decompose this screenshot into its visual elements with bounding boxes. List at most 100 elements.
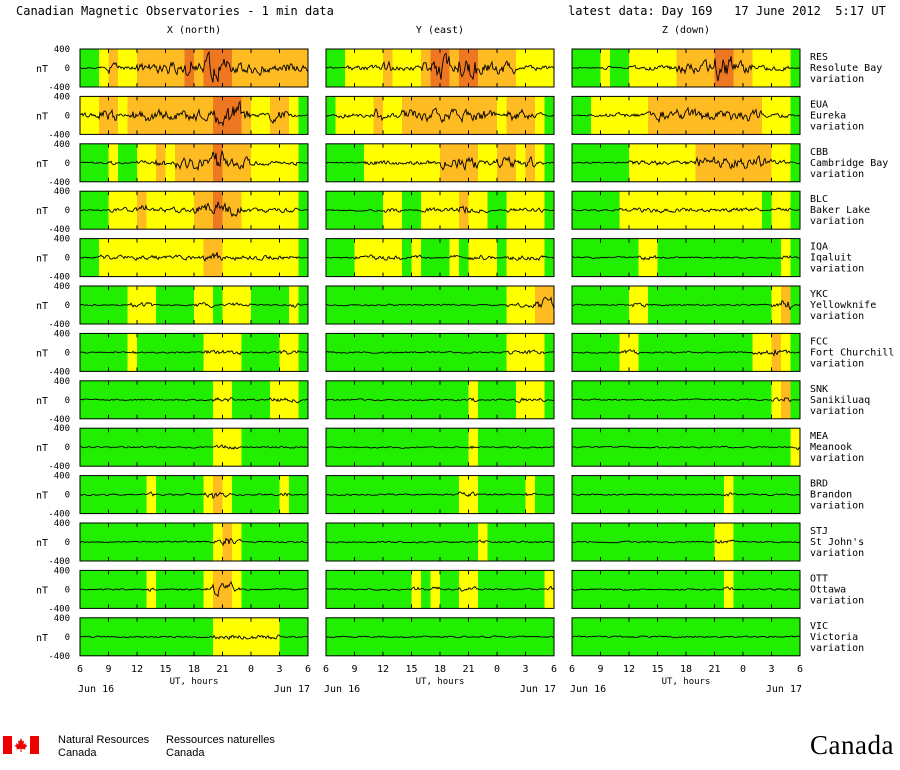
activity-band (232, 49, 242, 87)
activity-band (610, 49, 620, 87)
x-axis-label: UT, hours (662, 677, 711, 687)
activity-band (402, 428, 412, 467)
activity-band (506, 238, 517, 277)
panel (571, 143, 801, 183)
activity-band (743, 380, 753, 419)
x-tick-label: 21 (462, 664, 474, 675)
station-suffix: variation (810, 264, 864, 275)
activity-band (619, 238, 630, 277)
station-name: Sanikiluaq (810, 395, 870, 406)
activity-band (80, 617, 90, 656)
data-trace (79, 396, 309, 404)
activity-band (459, 475, 469, 514)
activity-band (99, 49, 109, 87)
data-trace (571, 106, 801, 124)
station-suffix: variation (810, 311, 864, 322)
activity-band (184, 96, 195, 135)
activity-band (345, 96, 355, 135)
y-tick-label: -400 (48, 320, 70, 330)
activity-band (591, 428, 601, 467)
activity-band (354, 191, 365, 230)
panel (325, 380, 555, 420)
activity-band (326, 333, 336, 372)
activity-band (203, 49, 214, 87)
nrcan-en-line2: Canada (58, 747, 97, 759)
data-trace (325, 585, 555, 592)
activity-band (165, 143, 176, 182)
activity-band (364, 49, 374, 87)
activity-band (572, 475, 582, 514)
activity-band (326, 475, 336, 514)
x-tick-label: 6 (551, 664, 557, 675)
activity-band (497, 380, 507, 419)
activity-band (364, 523, 374, 561)
activity-band (411, 49, 422, 87)
activity-band (345, 238, 355, 277)
x-axis: 6 9 12 15 18 21 0 3 6 UT, hours Jun 16 Jun 17 (77, 664, 311, 695)
panel (325, 143, 555, 183)
activity-band (421, 523, 431, 561)
station-name: Brandon (810, 490, 852, 501)
data-trace (80, 349, 309, 356)
station-code: IQA (810, 242, 828, 253)
activity-band (232, 428, 242, 467)
activity-band (468, 96, 479, 135)
activity-band (279, 143, 290, 182)
panel (325, 569, 555, 609)
x-tick-label: 15 (651, 664, 663, 675)
y-tick-label: -400 (48, 557, 70, 567)
activity-band (270, 333, 280, 372)
activity-band (619, 428, 630, 467)
activity-band (440, 191, 450, 230)
activity-band (99, 143, 109, 182)
activity-band (354, 475, 365, 514)
activity-band (165, 191, 176, 230)
activity-band (676, 191, 687, 230)
activity-band (251, 617, 261, 656)
x-axis-label: UT, hours (416, 677, 465, 687)
activity-band (222, 523, 233, 561)
date-end-label: Jun 17 (274, 684, 310, 695)
activity-band (657, 49, 668, 87)
activity-band (686, 143, 696, 182)
y-tick-label: 0 (65, 254, 70, 264)
activity-band (383, 286, 393, 324)
activity-band (544, 570, 555, 609)
activity-band (335, 286, 346, 324)
data-trace (571, 206, 801, 214)
station-suffix: variation (810, 548, 864, 559)
activity-band (648, 617, 658, 656)
activity-band (705, 428, 715, 467)
data-trace (325, 52, 555, 81)
data-trace (325, 296, 555, 310)
y-axis-label: nT (36, 585, 48, 596)
panel (325, 475, 555, 515)
activity-band (781, 333, 791, 372)
activity-band (771, 96, 782, 135)
activity-band (440, 286, 450, 324)
activity-band (686, 570, 696, 609)
data-trace (79, 301, 309, 308)
data-trace (571, 397, 801, 403)
activity-band (705, 96, 715, 135)
y-tick-label: -400 (48, 273, 70, 283)
station-code: EUA (810, 99, 828, 110)
activity-band (743, 96, 753, 135)
activity-band (383, 570, 393, 609)
y-tick-label: 400 (54, 519, 70, 529)
data-trace (571, 445, 801, 451)
activity-band (525, 286, 536, 324)
y-axis-label: nT (36, 111, 48, 122)
station-suffix: variation (810, 501, 864, 512)
activity-band (270, 475, 280, 514)
activity-band (364, 286, 374, 324)
activity-band (638, 238, 649, 277)
activity-band (165, 238, 176, 277)
data-trace (325, 349, 555, 355)
y-tick-label: 400 (54, 614, 70, 624)
activity-band (733, 49, 744, 87)
activity-band (421, 49, 431, 87)
